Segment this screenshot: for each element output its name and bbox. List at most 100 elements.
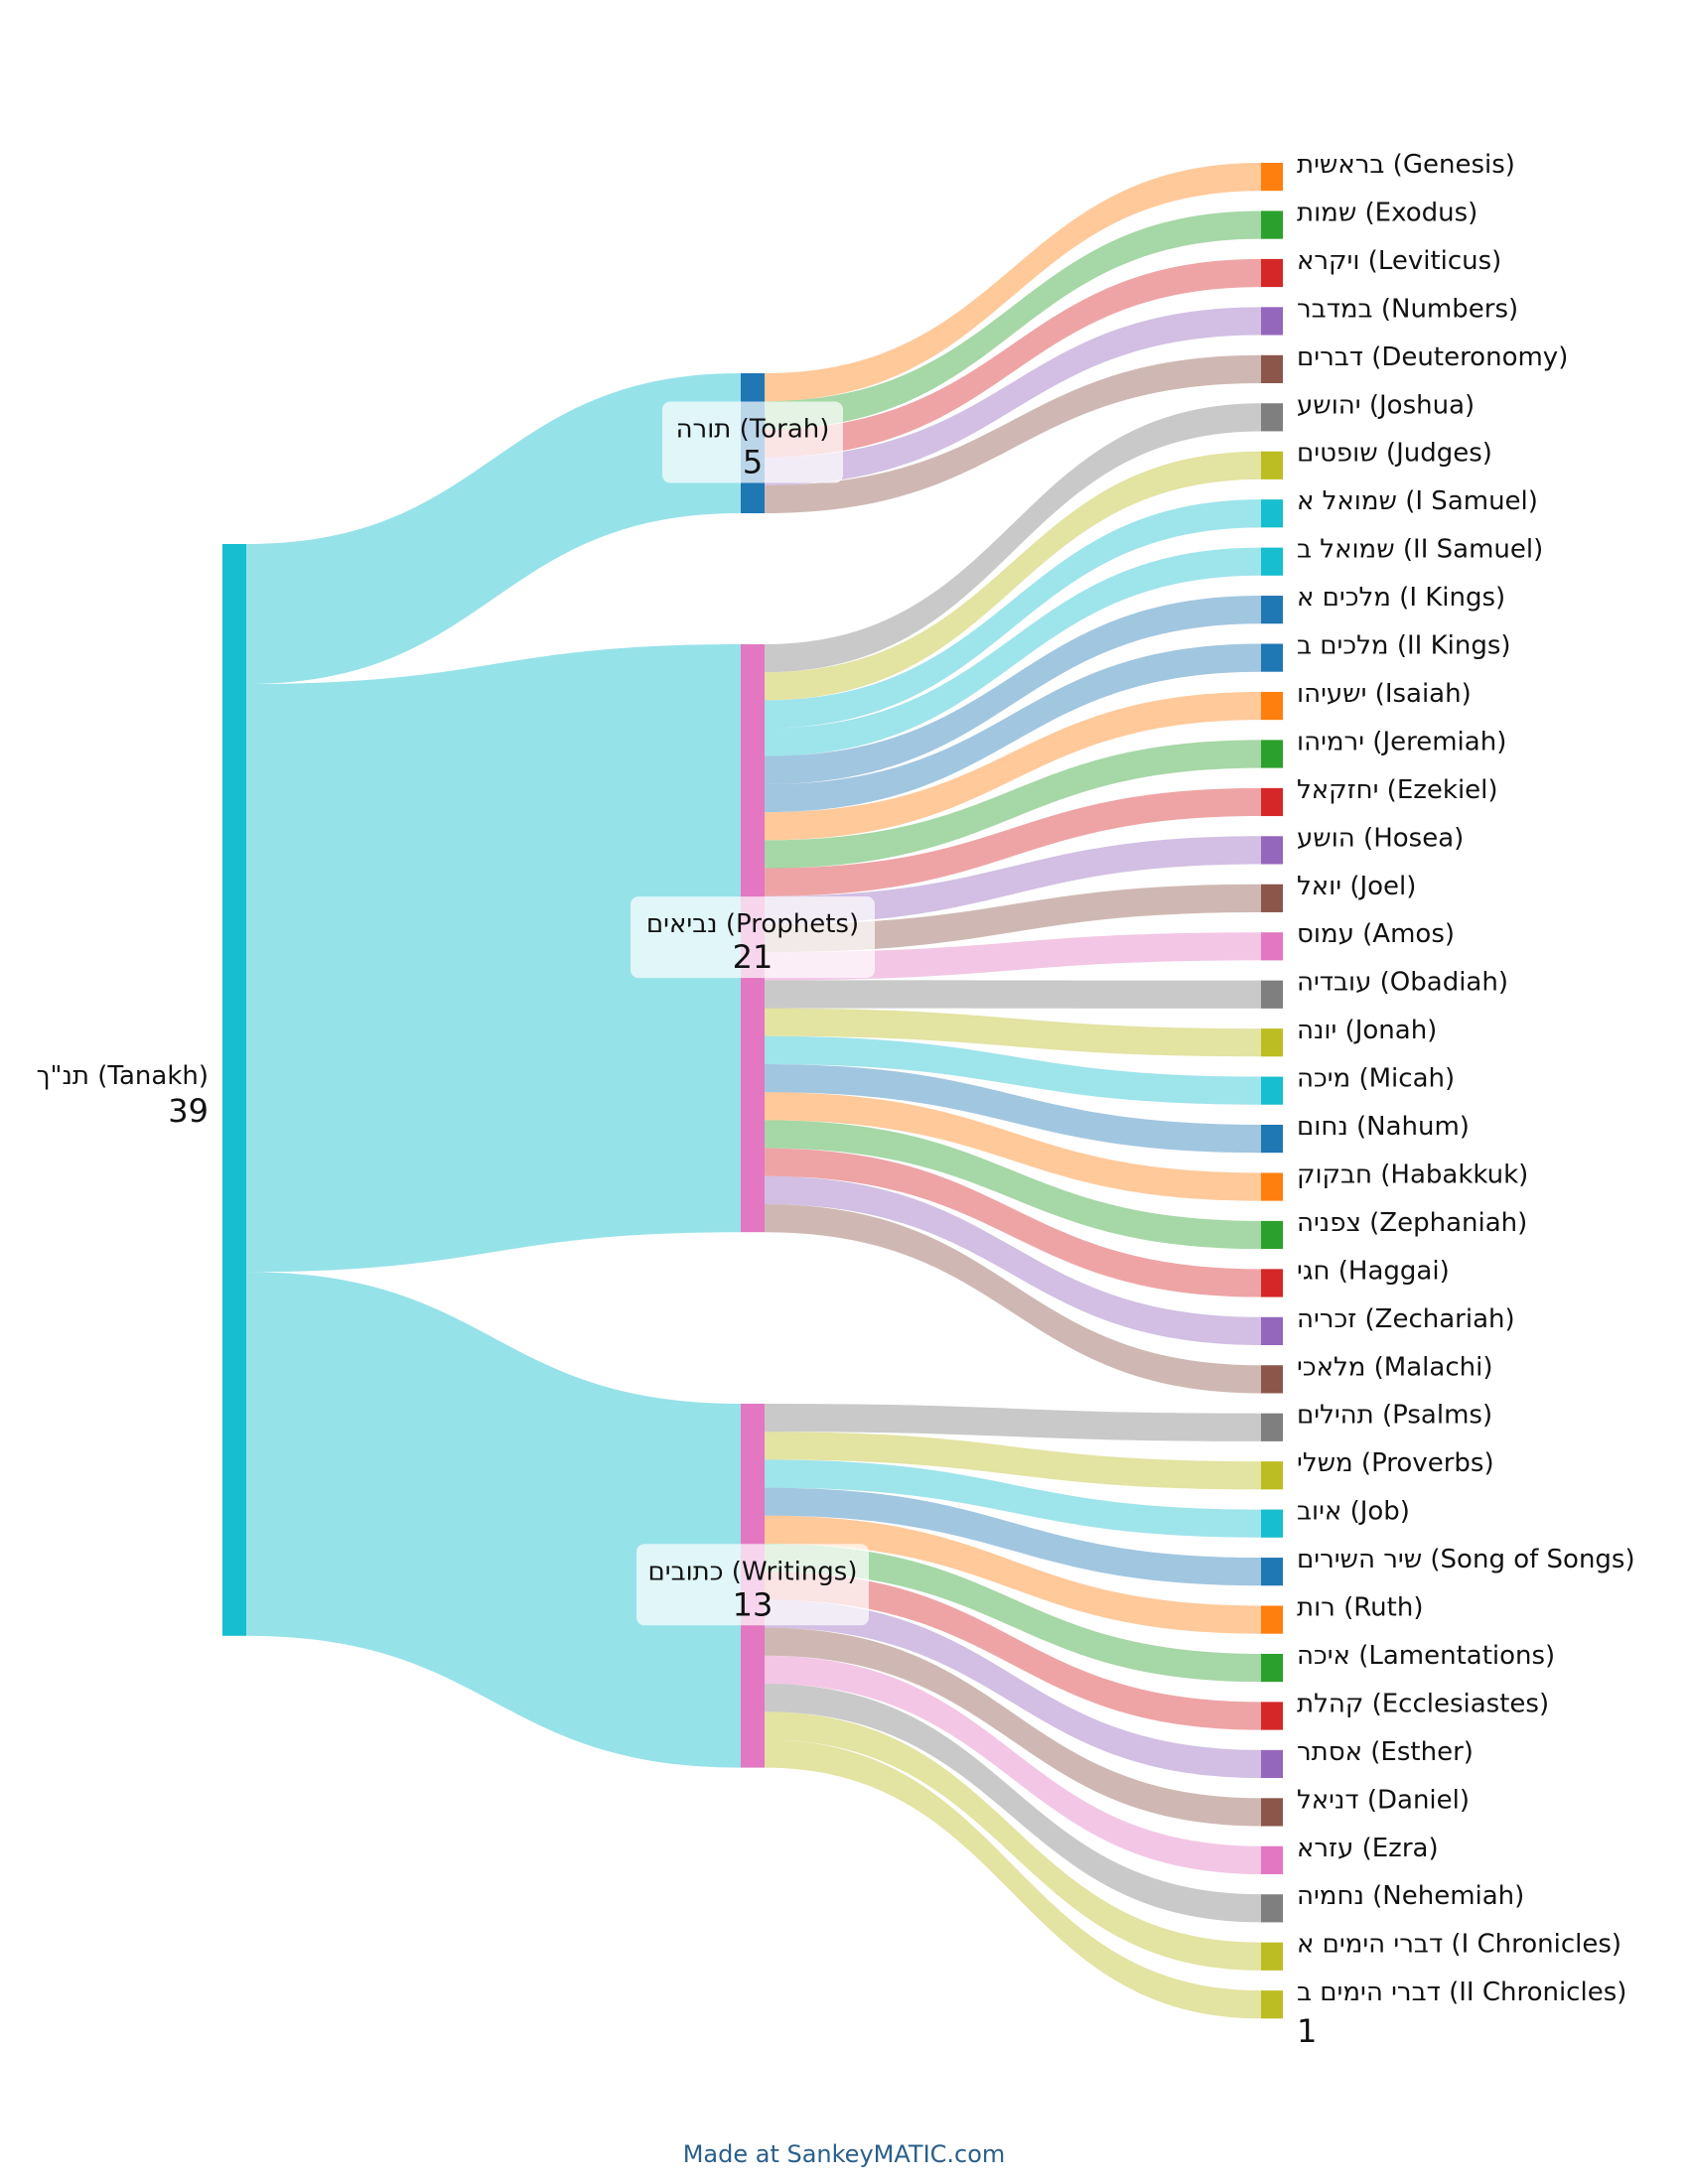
node-book [1261, 1028, 1283, 1057]
book-label: מלאכי (Malachi) [1297, 1352, 1492, 1382]
node-book [1261, 1461, 1283, 1490]
book-label: שמואל ב (II Samuel) [1297, 535, 1543, 565]
flow-to-book-15 [765, 884, 1261, 953]
book-label: אסתר (Esther) [1297, 1737, 1474, 1767]
flow-to-book-11 [765, 691, 1261, 841]
group-label: תורה (Torah) [676, 415, 830, 445]
book-label: תהילים (Psalms) [1297, 1401, 1492, 1431]
flow-to-book-0 [765, 163, 1261, 402]
node-root [222, 544, 246, 1636]
node-book [1261, 1990, 1283, 2019]
node-book [1261, 451, 1283, 479]
book-label: מלכים ב (II Kings) [1297, 631, 1511, 661]
flow-to-book-29 [765, 1487, 1261, 1586]
node-book [1261, 836, 1283, 865]
book-label: יהושע (Joshua) [1297, 390, 1475, 420]
flow-to-book-34 [765, 1627, 1261, 1827]
flow-to-book-35 [765, 1655, 1261, 1874]
book-label: חבקוק (Habakkuk) [1297, 1160, 1528, 1189]
node-book [1261, 932, 1283, 961]
book-label: רות (Ruth) [1297, 1593, 1423, 1623]
flow-to-book-19 [765, 1035, 1261, 1105]
node-book [1261, 354, 1283, 383]
node-book [1261, 1798, 1283, 1827]
flow-to-book-3 [765, 307, 1261, 485]
book-label: דניאל (Daniel) [1297, 1785, 1470, 1815]
flow-to-book-17 [765, 980, 1261, 1009]
node-book [1261, 1269, 1283, 1297]
root-label: תנ"ך (Tanakh) [37, 1061, 209, 1091]
flow-to-book-36 [765, 1684, 1261, 1923]
flow-to-book-30 [765, 1515, 1261, 1634]
flow-to-book-6 [765, 451, 1261, 701]
book-label: יחזקאל (Ezekiel) [1297, 775, 1498, 805]
book-label: ירמיהו (Jeremiah) [1297, 727, 1506, 756]
book-label: שיר השירים (Song of Songs) [1297, 1545, 1635, 1574]
book-label: עמוס (Amos) [1297, 919, 1455, 949]
node-book [1261, 1894, 1283, 1923]
flow-to-book-32 [765, 1571, 1261, 1730]
group-label-box [636, 1544, 869, 1626]
node-book [1261, 884, 1283, 912]
flow-to-book-27 [765, 1432, 1261, 1490]
node-book [1261, 787, 1283, 817]
book-label: חגי (Haggai) [1297, 1256, 1450, 1286]
node-book [1261, 740, 1283, 768]
group-value: 13 [733, 1585, 774, 1623]
flow-to-book-24 [765, 1175, 1261, 1345]
node-book [1261, 1413, 1283, 1441]
group-label-box [631, 896, 875, 979]
book-label: דברים (Deuteronomy) [1297, 342, 1568, 372]
book-label: נחמיה (Nehemiah) [1297, 1881, 1524, 1911]
root-value: 39 [168, 1092, 209, 1130]
node-book [1261, 1365, 1283, 1394]
flows [246, 163, 1261, 2019]
book-label: צפניה (Zephaniah) [1297, 1208, 1527, 1238]
flow-to-book-16 [765, 932, 1261, 981]
node-book [1261, 1125, 1283, 1154]
flow-to-book-14 [765, 836, 1261, 924]
book-label: דברי הימים א (I Chronicles) [1297, 1930, 1621, 1960]
book-value-label: 1 [1297, 2012, 1317, 2050]
node-book [1261, 1076, 1283, 1105]
node-book [1261, 1653, 1283, 1683]
node-book [1261, 210, 1283, 239]
book-label: דברי הימים ב (II Chronicles) [1297, 1978, 1626, 2007]
node-book [1261, 499, 1283, 528]
flow-to-book-2 [765, 258, 1261, 458]
flow-root-to-group-2 [246, 1272, 741, 1768]
book-label: ישעיהו (Isaiah) [1297, 679, 1472, 709]
node-book [1261, 1509, 1283, 1538]
node-book [1261, 1316, 1283, 1345]
node-book [1261, 1942, 1283, 1971]
book-label: שופטים (Judges) [1297, 439, 1492, 469]
flow-to-book-1 [765, 210, 1261, 430]
flow-to-book-9 [765, 596, 1261, 784]
node-book [1261, 547, 1283, 576]
credit-link[interactable]: Made at SankeyMATIC.com [682, 2140, 1006, 2168]
node-book [1261, 1749, 1283, 1779]
group-label-box [662, 401, 843, 483]
flow-to-book-31 [765, 1544, 1261, 1683]
flow-root-to-group-0 [246, 373, 741, 684]
group-value: 21 [733, 938, 774, 976]
book-label: מלכים א (I Kings) [1297, 583, 1505, 613]
flow-to-book-8 [765, 547, 1261, 756]
group-label: נביאים (Prophets) [646, 909, 859, 939]
node-book [1261, 596, 1283, 624]
flow-to-book-28 [765, 1459, 1261, 1538]
book-label: הושע (Hosea) [1297, 823, 1464, 853]
nodes [222, 163, 1283, 2019]
flow-to-book-18 [765, 1008, 1261, 1057]
flow-to-book-26 [765, 1404, 1261, 1441]
flow-to-book-7 [765, 499, 1261, 729]
flow-to-book-4 [765, 354, 1261, 513]
flow-to-book-22 [765, 1120, 1261, 1250]
book-label: במדבר (Numbers) [1297, 294, 1518, 324]
book-label: שמואל א (I Samuel) [1297, 486, 1538, 516]
book-label: מיכה (Micah) [1297, 1064, 1455, 1094]
book-label: קהלת (Ecclesiastes) [1297, 1689, 1549, 1718]
node-book [1261, 643, 1283, 672]
node-book [1261, 980, 1283, 1009]
